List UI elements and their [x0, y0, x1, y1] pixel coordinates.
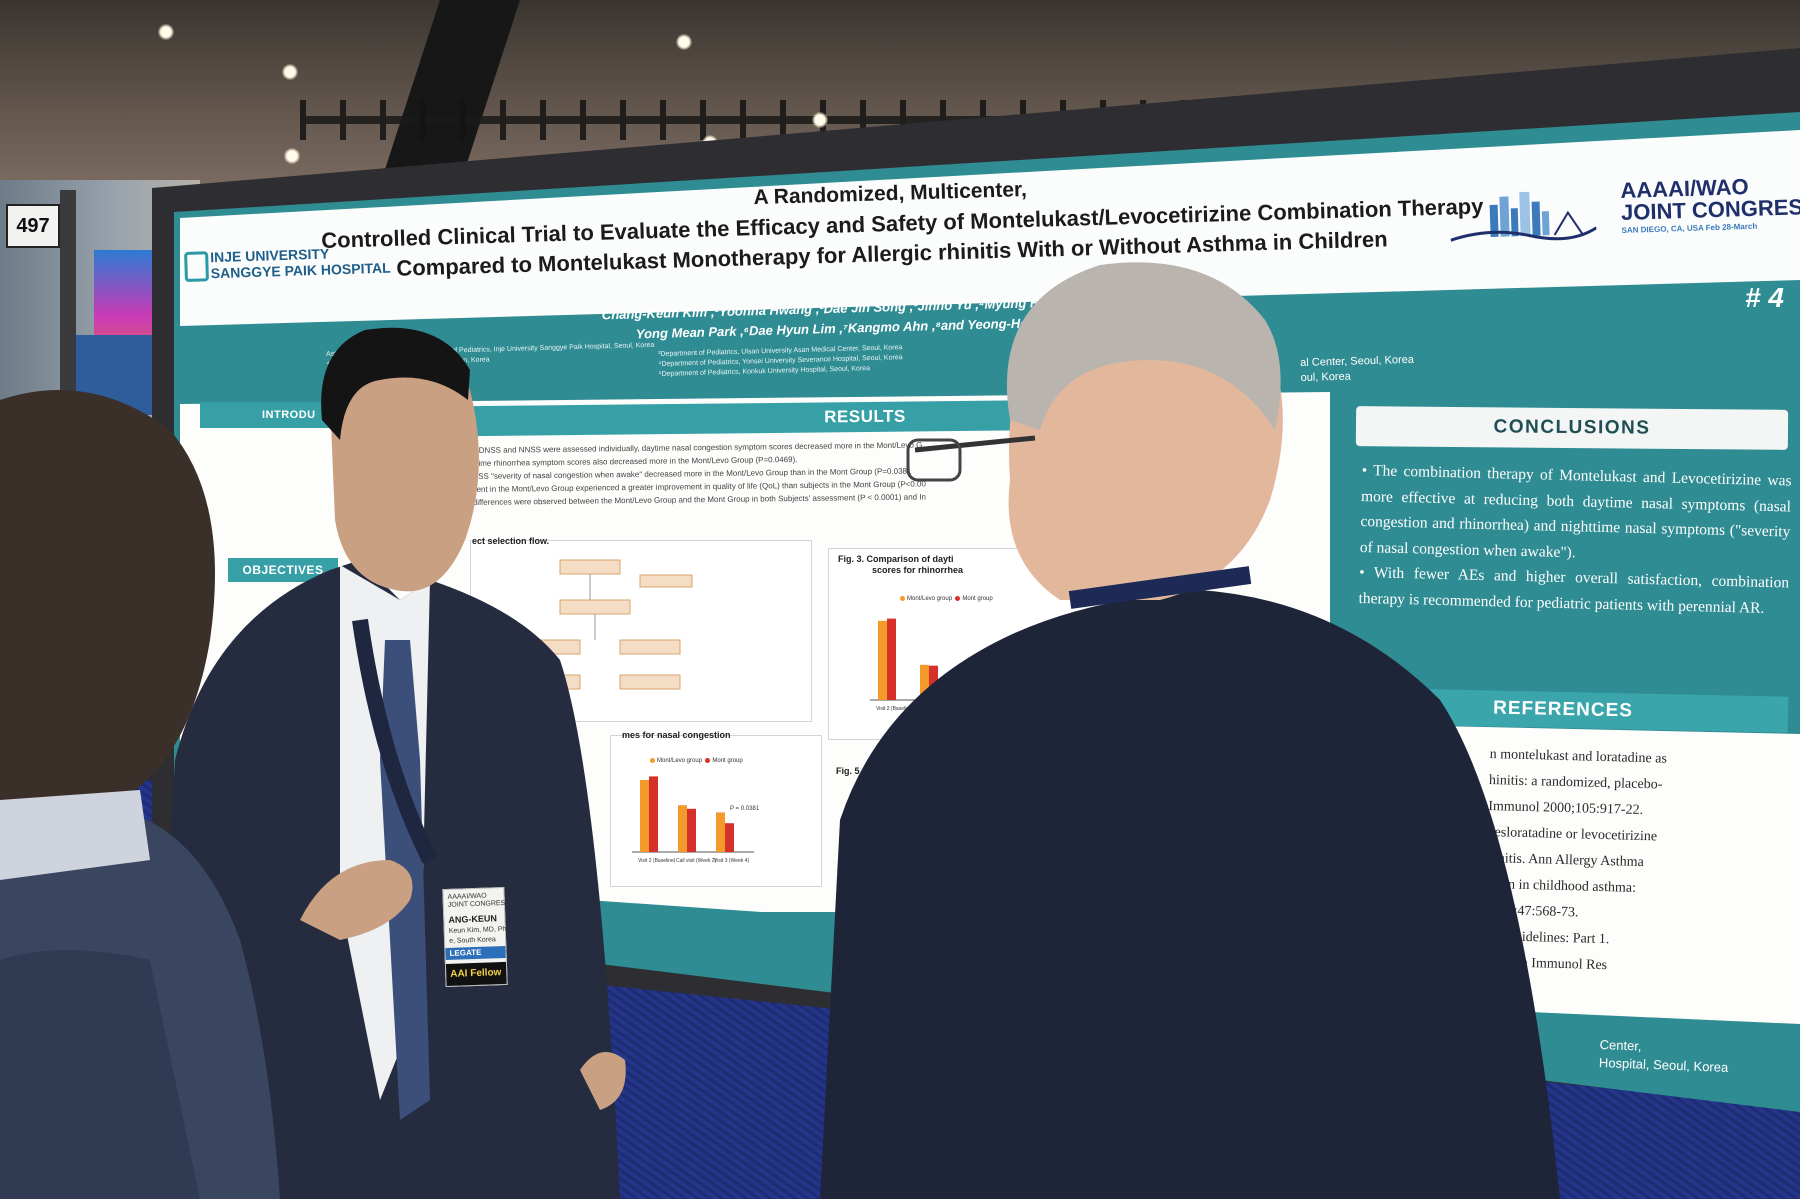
chart-x-tick-label: Visit 2 (Baseline) — [638, 858, 676, 864]
chart-bar — [725, 823, 734, 852]
chart-bar — [716, 812, 725, 852]
chart-bar — [887, 618, 896, 700]
badge-fellow-label: AAI Fellow — [445, 961, 507, 987]
ceiling-light — [812, 112, 828, 128]
chart-x-tick-label: Visit 3 (Week 4) — [714, 858, 749, 864]
legend-dot — [650, 758, 655, 763]
right-attendee — [820, 262, 1560, 1199]
flow-chart-title: ect selection flow. — [472, 536, 550, 546]
ceiling-light — [676, 34, 692, 50]
badge-delegate-label: LEGATE — [445, 945, 506, 961]
fig3-legend: Mont/Levo group Mont group — [900, 596, 993, 602]
legend-label: Mont/Levo group — [907, 596, 953, 603]
fig3-title-line: Fig. 3. Comparison of dayti — [838, 554, 954, 564]
chart-bar — [687, 808, 696, 852]
legend-label: Mont group — [962, 596, 993, 603]
chart-bar — [640, 780, 649, 852]
legend-dot — [900, 596, 905, 601]
congress-skyline-logo — [1450, 191, 1597, 242]
fig4-legend: Mont/Levo group Mont group — [650, 758, 743, 764]
left-attendee — [0, 390, 280, 1199]
booth-number-sign: 497 — [6, 204, 60, 248]
fig4-chart — [610, 735, 822, 887]
ceiling-light — [158, 24, 174, 40]
chart-bar — [649, 776, 658, 852]
presenter — [150, 327, 626, 1199]
chart-x-tick-label: Visit 2 (Baseline) — [876, 706, 914, 712]
fig4-title: mes for nasal congestion — [622, 730, 731, 740]
poster-number: # 4 — [1745, 282, 1784, 313]
badge-subtitle: Keun Kim, MD, PhD — [448, 925, 512, 935]
fig3-title-line: scores for rhinorrhea — [872, 565, 964, 575]
chart-bar — [878, 620, 887, 700]
legend-dot — [955, 596, 961, 601]
legend-label: Mont/Levo group — [657, 758, 703, 765]
chart-bar — [678, 805, 687, 852]
badge-header: JOINT CONGRESS — [447, 899, 511, 909]
badge-country: e, South Korea — [449, 936, 496, 945]
legend-label: Mont group — [712, 758, 743, 765]
fig4-pvalue: P = 0.0381 — [730, 806, 760, 812]
ceiling-light — [282, 64, 298, 80]
ceiling-light — [284, 148, 300, 164]
chart-bar — [920, 664, 929, 700]
legend-dot — [705, 758, 711, 763]
fig3-title: Fig. 3. Comparison of dayti scores for r… — [838, 554, 963, 576]
badge-name: ANG-KEUN — [448, 913, 498, 925]
chart-x-tick-label: Call visit (Week 2) — [676, 858, 717, 864]
presenter-badge: AAAAI/WAO JOINT CONGRESS ANG-KEUN Keun K… — [442, 886, 512, 988]
